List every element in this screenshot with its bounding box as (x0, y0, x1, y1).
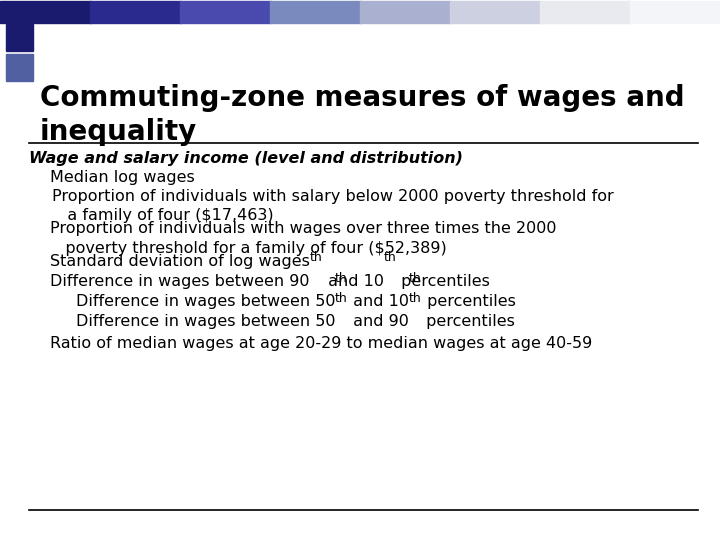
Bar (90, 1, 181, 23)
Text: th: th (409, 292, 421, 305)
Bar (360, 1, 451, 23)
Bar (630, 1, 720, 23)
Text: and 10: and 10 (348, 294, 409, 309)
Text: percentiles: percentiles (421, 314, 516, 329)
Text: Ratio of median wages at age 20-29 to median wages at age 40-59: Ratio of median wages at age 20-29 to me… (50, 336, 593, 351)
Bar (6, 24, 33, 51)
Text: Commuting-zone measures of wages and
inequality: Commuting-zone measures of wages and ine… (40, 84, 684, 146)
Text: percentiles: percentiles (397, 274, 490, 289)
Text: th: th (335, 292, 348, 305)
Text: and 90: and 90 (348, 314, 409, 329)
Text: Difference in wages between 50: Difference in wages between 50 (76, 314, 335, 329)
Bar (540, 1, 631, 23)
Text: Difference in wages between 90: Difference in wages between 90 (50, 274, 310, 289)
Bar (6, 54, 33, 82)
Text: th: th (335, 272, 348, 285)
Text: and 10: and 10 (323, 274, 384, 289)
Text: Difference in wages between 50: Difference in wages between 50 (76, 294, 335, 309)
Text: Proportion of individuals with wages over three times the 2000
   poverty thresh: Proportion of individuals with wages ove… (50, 221, 557, 255)
Text: th: th (409, 272, 422, 285)
Text: percentiles: percentiles (422, 294, 516, 309)
Text: th: th (384, 251, 397, 264)
Text: Median log wages: Median log wages (50, 170, 195, 185)
Text: Proportion of individuals with salary below 2000 poverty threshold for
   a fami: Proportion of individuals with salary be… (52, 189, 613, 223)
Bar (450, 1, 541, 23)
Bar (180, 1, 271, 23)
Bar (0, 1, 91, 23)
Text: Standard deviation of log wages: Standard deviation of log wages (50, 254, 310, 269)
Text: Wage and salary income (level and distribution): Wage and salary income (level and distri… (29, 151, 463, 166)
Text: th: th (310, 251, 323, 264)
Bar (270, 1, 361, 23)
